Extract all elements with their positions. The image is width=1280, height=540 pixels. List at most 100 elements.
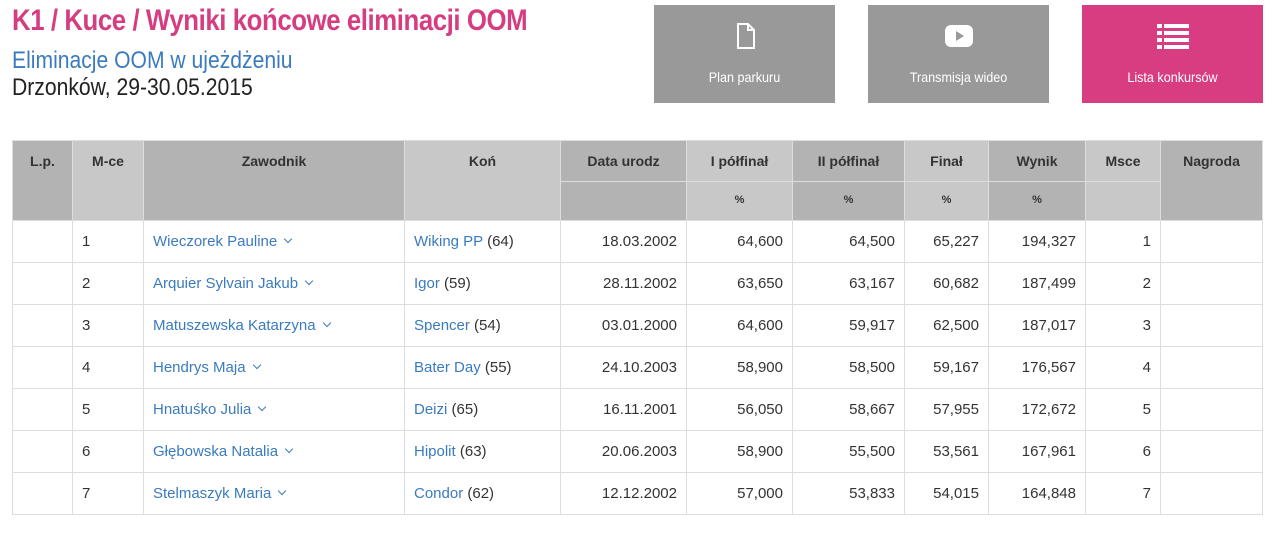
list-icon <box>1156 24 1189 49</box>
transmisja-wideo-button[interactable]: Transmisja wideo <box>868 5 1049 103</box>
event-place-date: Drzonków, 29-30.05.2015 <box>12 74 253 101</box>
cell-wynik: 194,327 <box>988 220 1086 263</box>
button-label: Lista konkursów <box>1127 69 1218 85</box>
horse-link[interactable]: Spencer <box>414 317 470 334</box>
rider-link[interactable]: Głębowska Natalia <box>153 443 279 460</box>
horse-age: (54) <box>474 317 501 334</box>
chevron-down-icon[interactable] <box>258 402 267 412</box>
cell-wynik: 164,848 <box>988 472 1086 515</box>
header-final: Finał <box>904 140 989 182</box>
horse-age: (62) <box>467 485 495 502</box>
header-msce: Msce <box>1085 140 1161 182</box>
table-row: 4 Hendrys Maja Bater Day (55) 24.10.2003 58,… <box>12 346 1263 389</box>
cell-msce: 6 <box>1085 430 1161 473</box>
cell-lp <box>12 220 73 263</box>
chevron-down-icon[interactable] <box>304 276 314 286</box>
rider-link[interactable]: Hnatuśko Julia <box>153 401 252 418</box>
header-ii-polfinal: II półfinał <box>792 140 905 182</box>
cell-final: 54,015 <box>904 472 989 515</box>
cell-mce: 5 <box>72 388 144 431</box>
cell-semifinal-2: 64,500 <box>792 220 905 263</box>
cell-horse: Igor (59) <box>404 262 561 305</box>
page-title: K1 / Kuce / Wyniki końcowe eliminacji OO… <box>12 4 528 37</box>
cell-semifinal-1: 64,600 <box>686 304 793 347</box>
horse-link[interactable]: Wiking PP <box>414 233 483 250</box>
cell-msce: 4 <box>1085 346 1161 389</box>
cell-lp <box>12 304 73 347</box>
rider-link[interactable]: Hendrys Maja <box>153 359 246 376</box>
cell-lp <box>12 346 73 389</box>
cell-semifinal-1: 56,050 <box>686 388 793 431</box>
cell-horse: Wiking PP (64) <box>404 220 561 263</box>
header-lp: L.p. <box>12 140 73 221</box>
horse-link[interactable]: Deizi <box>414 401 448 418</box>
cell-final: 60,682 <box>904 262 989 305</box>
rider-link[interactable]: Arquier Sylvain Jakub <box>153 275 299 292</box>
cell-dob: 16.11.2001 <box>560 388 687 431</box>
unit-msce <box>1085 181 1161 221</box>
cell-nagroda <box>1160 388 1263 431</box>
plan-parkuru-button[interactable]: Plan parkuru <box>654 5 835 103</box>
cell-semifinal-2: 53,833 <box>792 472 905 515</box>
cell-mce: 4 <box>72 346 144 389</box>
cell-msce: 5 <box>1085 388 1161 431</box>
horse-link[interactable]: Hipolit <box>414 443 456 460</box>
horse-age: (59) <box>444 275 471 292</box>
chevron-down-icon[interactable] <box>252 360 261 370</box>
cell-lp <box>12 430 73 473</box>
lista-konkursow-button[interactable]: Lista konkursów <box>1082 5 1263 103</box>
horse-link[interactable]: Igor <box>414 275 440 292</box>
cell-final: 53,561 <box>904 430 989 473</box>
horse-link[interactable]: Bater Day <box>414 359 481 376</box>
cell-nagroda <box>1160 430 1263 473</box>
chevron-down-icon[interactable] <box>322 318 331 328</box>
rider-link[interactable]: Stelmaszyk Maria <box>153 485 272 502</box>
play-icon <box>944 25 973 47</box>
unit-final: % <box>904 181 989 221</box>
chevron-down-icon[interactable] <box>284 444 294 454</box>
cell-nagroda <box>1160 346 1263 389</box>
chevron-down-icon[interactable] <box>278 486 287 496</box>
cell-rider: Stelmaszyk Maria <box>143 472 405 515</box>
button-label: Plan parkuru <box>708 69 781 85</box>
cell-horse: Deizi (65) <box>404 388 561 431</box>
cell-lp <box>12 472 73 515</box>
cell-rider: Głębowska Natalia <box>143 430 405 473</box>
horse-link[interactable]: Condor <box>414 485 464 502</box>
cell-dob: 03.01.2000 <box>560 304 687 347</box>
cell-rider: Matuszewska Katarzyna <box>143 304 405 347</box>
horse-age: (63) <box>459 443 487 460</box>
cell-nagroda <box>1160 262 1263 305</box>
header-zawodnik: Zawodnik <box>143 140 405 221</box>
cell-rider: Wieczorek Pauline <box>143 220 405 263</box>
header-wynik: Wynik <box>988 140 1086 182</box>
cell-wynik: 167,961 <box>988 430 1086 473</box>
cell-final: 65,227 <box>904 220 989 263</box>
cell-msce: 2 <box>1085 262 1161 305</box>
cell-dob: 20.06.2003 <box>560 430 687 473</box>
unit-i-polfinal: % <box>686 181 793 221</box>
cell-mce: 3 <box>72 304 144 347</box>
cell-lp <box>12 388 73 431</box>
cell-nagroda <box>1160 472 1263 515</box>
rider-link[interactable]: Matuszewska Katarzyna <box>153 317 316 334</box>
rider-link[interactable]: Wieczorek Pauline <box>153 233 278 250</box>
cell-semifinal-2: 58,667 <box>792 388 905 431</box>
cell-mce: 7 <box>72 472 144 515</box>
cell-msce: 1 <box>1085 220 1161 263</box>
header-kon: Koń <box>404 140 561 221</box>
cell-mce: 2 <box>72 262 144 305</box>
cell-wynik: 176,567 <box>988 346 1086 389</box>
cell-lp <box>12 262 73 305</box>
chevron-down-icon[interactable] <box>283 234 293 244</box>
cell-rider: Hendrys Maja <box>143 346 405 389</box>
horse-age: (55) <box>484 359 512 376</box>
table-row: 2 Arquier Sylvain Jakub Igor (59) 28.11.200… <box>12 262 1263 305</box>
cell-semifinal-1: 63,650 <box>686 262 793 305</box>
cell-msce: 3 <box>1085 304 1161 347</box>
file-icon <box>736 23 755 49</box>
horse-age: (65) <box>451 401 479 418</box>
cell-semifinal-2: 63,167 <box>792 262 905 305</box>
cell-final: 57,955 <box>904 388 989 431</box>
cell-horse: Spencer (54) <box>404 304 561 347</box>
